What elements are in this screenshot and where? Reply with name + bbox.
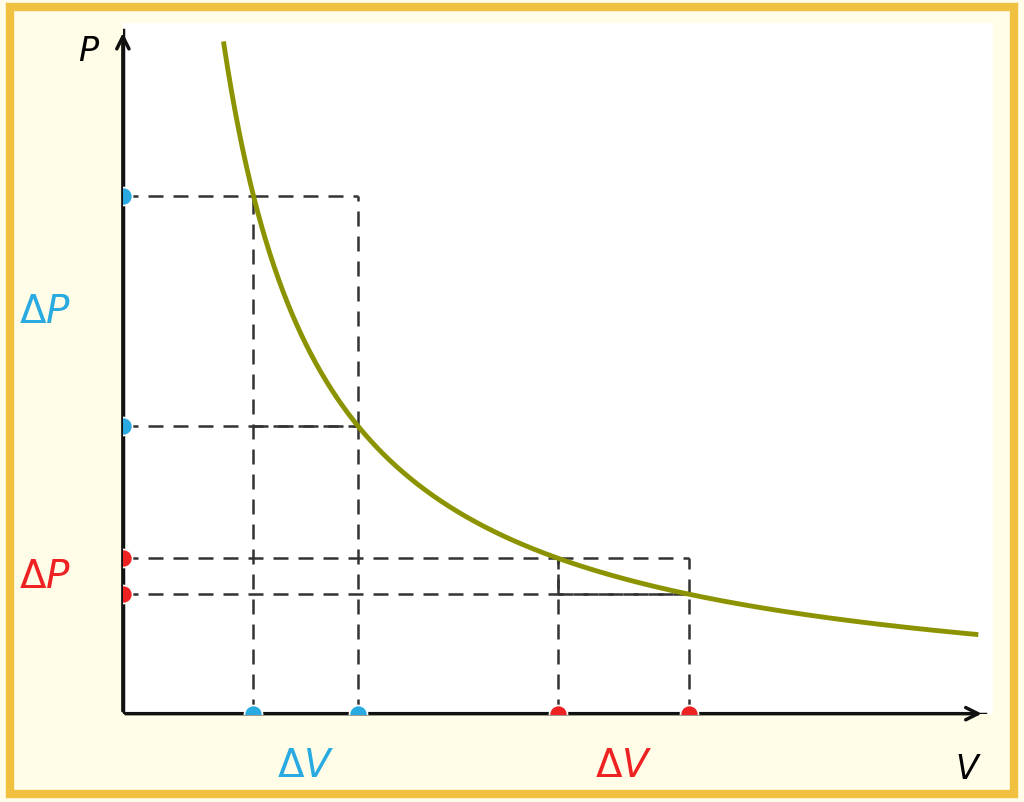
Text: P: P bbox=[78, 35, 98, 68]
Text: $\Delta P$: $\Delta P$ bbox=[18, 557, 71, 595]
Text: $\Delta P$: $\Delta P$ bbox=[18, 293, 71, 330]
Text: $\Delta V$: $\Delta V$ bbox=[595, 747, 652, 784]
Text: $\Delta V$: $\Delta V$ bbox=[276, 747, 335, 784]
Text: V: V bbox=[955, 751, 979, 784]
